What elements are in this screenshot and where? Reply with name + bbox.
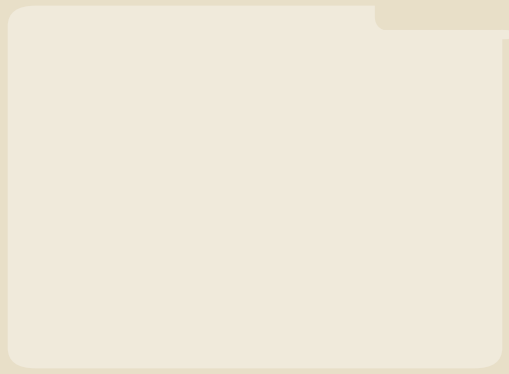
Text: 5,614: 5,614 <box>213 251 244 261</box>
Text: 2006 FALL TERM ENROLLMENT: 2006 FALL TERM ENROLLMENT <box>15 17 167 27</box>
Text: Ann Arbor: Ann Arbor <box>15 80 78 90</box>
Text: 13,320: 13,320 <box>450 308 489 318</box>
Text: 55,118: 55,118 <box>450 137 489 147</box>
Text: 1,128: 1,128 <box>458 289 489 299</box>
Text: Total: Total <box>464 52 489 62</box>
Text: Total: Total <box>464 223 489 233</box>
Text: 40,025: 40,025 <box>450 80 489 90</box>
Text: 1,769: 1,769 <box>458 270 489 280</box>
Text: 37,767: 37,767 <box>206 137 244 147</box>
Text: 927: 927 <box>338 118 359 128</box>
Text: 1,149: 1,149 <box>213 270 244 280</box>
Text: 25,555: 25,555 <box>206 80 244 90</box>
Text: Flint: Flint <box>15 289 43 299</box>
Text: All Campuses: All Campuses <box>15 137 98 147</box>
Text: 253: 253 <box>338 289 359 299</box>
Text: Flint: Flint <box>15 118 43 128</box>
Text: 7,638: 7,638 <box>213 308 244 318</box>
Text: 5,600: 5,600 <box>213 118 244 128</box>
Text: Dearborn: Dearborn <box>15 270 73 280</box>
Text: Undergraduate: Undergraduate <box>162 52 244 62</box>
Text: 14,470: 14,470 <box>321 80 359 90</box>
Text: 17,351: 17,351 <box>321 137 359 147</box>
Text: Ann Arbor: Ann Arbor <box>15 251 78 261</box>
Text: 6,612: 6,612 <box>213 99 244 109</box>
Text: 620: 620 <box>338 270 359 280</box>
Text: 875: 875 <box>223 289 244 299</box>
Text: 2005–06 DEGREES GRANTED: 2005–06 DEGREES GRANTED <box>15 190 160 200</box>
Text: All Campuses: All Campuses <box>15 308 98 318</box>
Text: 8,566: 8,566 <box>458 99 489 109</box>
Text: Dearborn: Dearborn <box>15 99 73 109</box>
Text: 6,527: 6,527 <box>458 118 489 128</box>
Text: 4,809: 4,809 <box>327 251 359 261</box>
Text: Graduate: Graduate <box>308 52 359 62</box>
Text: 1,954: 1,954 <box>328 99 359 109</box>
Text: Undergraduate: Undergraduate <box>162 223 244 233</box>
Text: 10,423: 10,423 <box>450 251 489 261</box>
Text: Graduate: Graduate <box>308 223 359 233</box>
Text: 5,682: 5,682 <box>328 308 359 318</box>
